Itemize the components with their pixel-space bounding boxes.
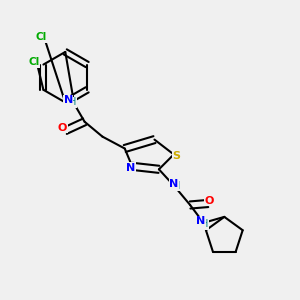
Text: H: H — [173, 181, 180, 191]
Text: O: O — [58, 123, 67, 133]
Text: N: N — [196, 216, 205, 226]
Text: H: H — [201, 219, 209, 229]
Text: N: N — [64, 95, 73, 105]
Text: H: H — [69, 98, 76, 107]
Text: N: N — [169, 178, 178, 189]
Text: Cl: Cl — [36, 32, 47, 42]
Text: N: N — [126, 163, 135, 173]
Text: O: O — [205, 196, 214, 206]
Text: S: S — [173, 151, 181, 161]
Text: Cl: Cl — [28, 57, 40, 67]
